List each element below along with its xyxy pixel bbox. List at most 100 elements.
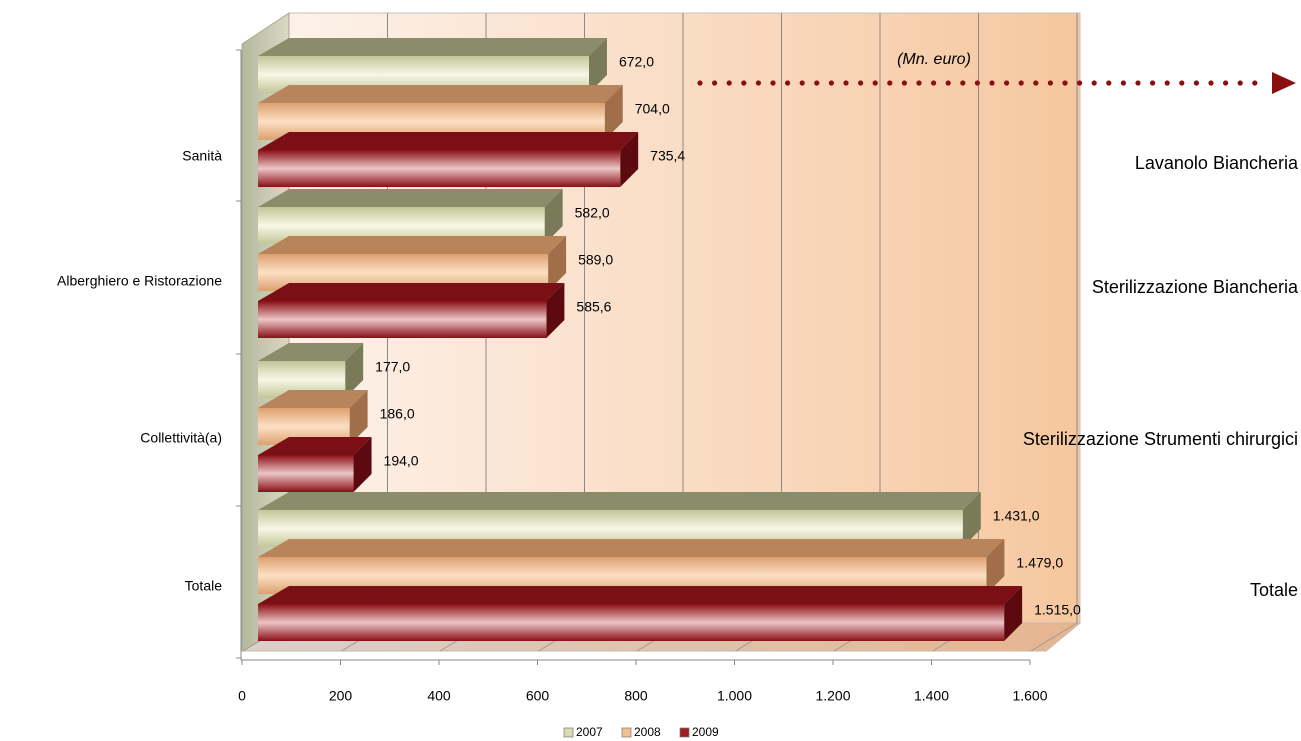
- bars: [258, 38, 1023, 641]
- arrow-dot: [726, 80, 732, 86]
- data-label: 1.479,0: [1016, 555, 1063, 571]
- axes: Sanità Alberghiero e Ristorazione Colletti…: [57, 49, 1048, 704]
- arrow-dot: [1208, 80, 1214, 86]
- x-tick-label: 800: [624, 688, 648, 704]
- legend-label: 2008: [634, 725, 661, 739]
- bar: [258, 150, 621, 187]
- bar-top: [258, 85, 623, 103]
- bar-end: [620, 132, 639, 187]
- arrow-dot: [1062, 80, 1068, 86]
- legend-label: 2007: [576, 725, 603, 739]
- data-label: 186,0: [380, 406, 415, 422]
- arrow-dot: [858, 80, 864, 86]
- bar-end: [1004, 586, 1023, 641]
- bar-end: [588, 38, 607, 93]
- category-label: Alberghiero e Ristorazione: [57, 273, 222, 289]
- arrow-dot: [1252, 80, 1258, 86]
- legend-swatch: [679, 727, 690, 738]
- arrow-dot: [945, 80, 951, 86]
- arrow-dot: [1047, 80, 1053, 86]
- arrow-dot: [901, 80, 908, 86]
- bar-end: [349, 390, 368, 445]
- arrow-dot: [799, 80, 805, 86]
- arrow-dot: [931, 80, 937, 86]
- bar-end: [986, 539, 1005, 594]
- bar-top: [258, 283, 565, 301]
- right-label: Totale: [1250, 580, 1298, 600]
- arrow-dot: [1150, 80, 1156, 86]
- right-label: Lavanolo Biancheria: [1135, 153, 1299, 173]
- arrow-dot: [814, 80, 820, 86]
- floor-gridline: [1030, 622, 1078, 652]
- legend-label: 2009: [692, 725, 719, 739]
- bar-top: [258, 586, 1023, 604]
- x-tick-label: 1.000: [717, 688, 752, 704]
- bar-top: [258, 539, 1005, 557]
- arrow-dot: [1004, 80, 1010, 86]
- x-tick-label: 1.200: [815, 688, 850, 704]
- data-label: 585,6: [576, 299, 611, 315]
- arrow-dot: [1106, 80, 1112, 86]
- bar-end: [546, 283, 565, 338]
- arrow-dot: [785, 80, 791, 86]
- arrow-dot: [1018, 80, 1024, 86]
- legend-swatch: [621, 727, 632, 738]
- data-label: 1.515,0: [1034, 602, 1081, 618]
- x-tick-label: 200: [329, 688, 353, 704]
- x-tick-label: 600: [526, 688, 550, 704]
- arrow-dot: [887, 80, 893, 86]
- x-tick-label: 0: [238, 688, 246, 704]
- unit-label: (Mn. euro): [897, 51, 971, 68]
- arrow-dot: [697, 80, 703, 86]
- bar-end: [604, 85, 623, 140]
- bar-top: [258, 390, 368, 408]
- bar-top: [258, 189, 563, 207]
- category-label: Totale: [185, 578, 223, 594]
- arrow-dot: [1237, 80, 1243, 86]
- right-label: Sterilizzazione Strumenti chirurgici: [1023, 429, 1298, 449]
- bar-top: [258, 492, 981, 510]
- arrow-dot: [1091, 80, 1097, 86]
- arrow-dot: [1164, 80, 1170, 86]
- arrow-dot: [755, 80, 762, 86]
- bar: [258, 604, 1005, 641]
- arrow-dot: [974, 80, 981, 86]
- bar-end: [962, 492, 981, 547]
- arrow-dot: [741, 80, 747, 86]
- data-label: 704,0: [635, 101, 670, 117]
- bar-top: [258, 236, 567, 254]
- arrow-dot: [1077, 80, 1083, 86]
- bar-top: [258, 437, 372, 455]
- annotations: (Mn. euro) Lavanolo Biancheria Sterilizzaz…: [697, 51, 1299, 600]
- data-label: 177,0: [375, 359, 410, 375]
- arrow-dot: [1179, 80, 1185, 86]
- bar-end: [544, 189, 563, 244]
- data-label: 582,0: [575, 205, 610, 221]
- bar-top: [258, 343, 364, 361]
- right-label: Sterilizzazione Biancheria: [1092, 277, 1299, 297]
- arrow-dot: [989, 80, 995, 86]
- legend-swatch: [563, 727, 574, 738]
- bar: [258, 455, 354, 492]
- arrow-dot: [1223, 80, 1229, 86]
- arrow-dot: [843, 80, 849, 86]
- data-label: 672,0: [619, 54, 654, 70]
- arrow-dot: [1120, 80, 1126, 86]
- data-label: 735,4: [650, 148, 685, 164]
- arrow-dot: [712, 80, 718, 86]
- category-label: Sanità: [182, 148, 222, 164]
- arrow-dot: [828, 80, 835, 86]
- arrow-head: [1272, 72, 1296, 94]
- category-label: Collettività(a): [140, 430, 222, 446]
- arrow-dot: [1193, 80, 1199, 86]
- arrow-dot: [960, 80, 966, 86]
- data-labels: 672,0 704,0 735,4 582,0 589,0 585,6 177,0 186,0…: [375, 54, 1081, 618]
- x-tick-label: 1.400: [914, 688, 949, 704]
- legend: 2007 2008 2009: [563, 725, 719, 739]
- x-tick-label: 400: [427, 688, 451, 704]
- bar-end: [353, 437, 372, 492]
- bar-end: [548, 236, 567, 291]
- data-label: 1.431,0: [993, 508, 1040, 524]
- arrow-dot: [916, 80, 922, 86]
